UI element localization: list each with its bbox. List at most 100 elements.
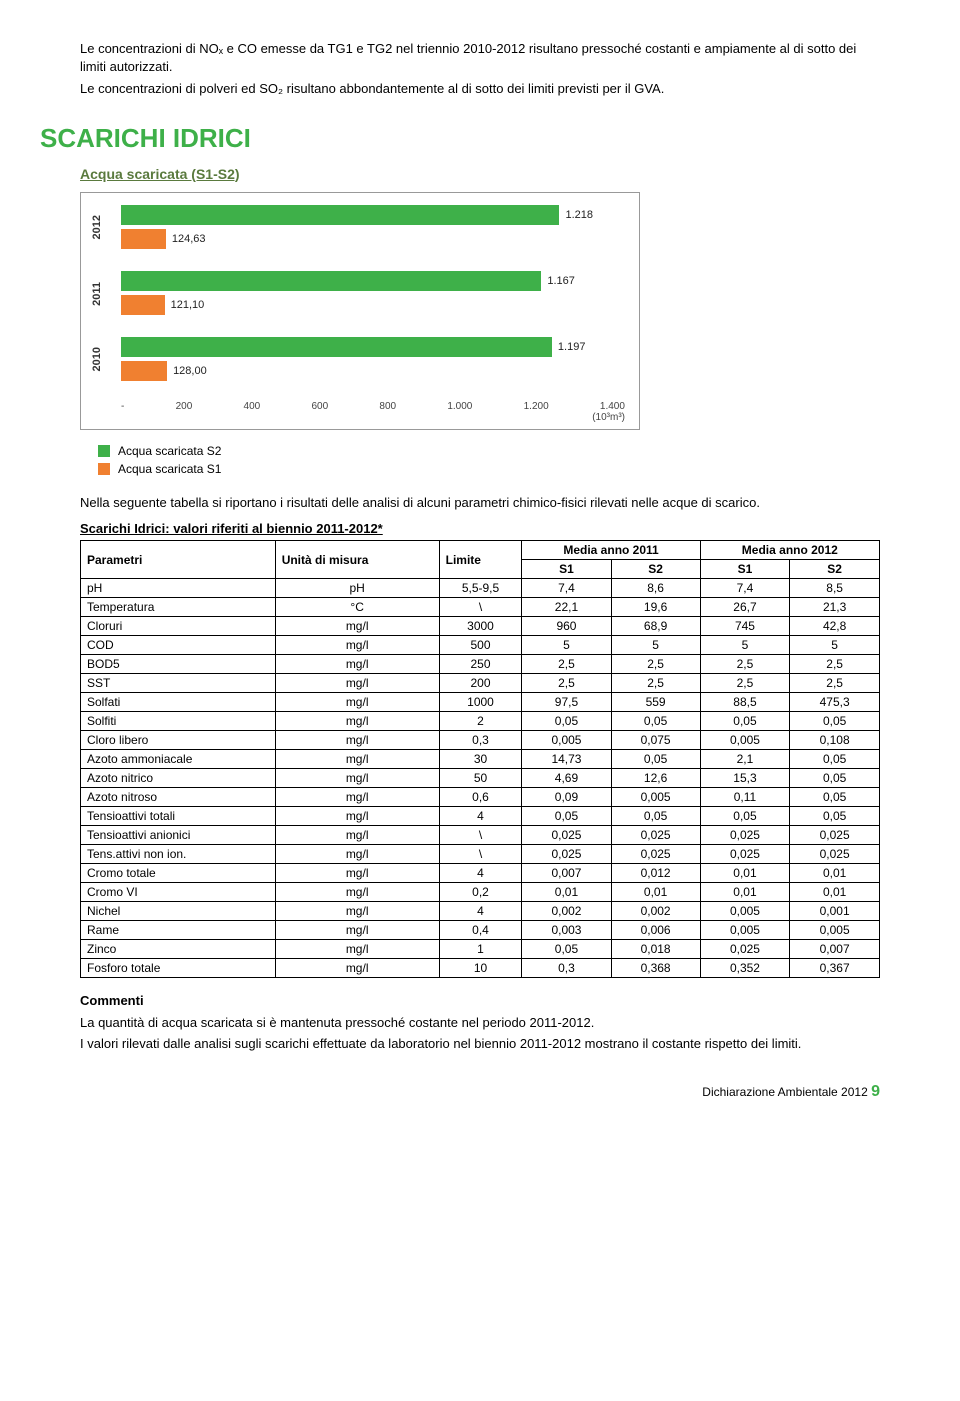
table-row: Solfitimg/l20,050,050,050,05 xyxy=(81,712,880,731)
table-cell: 97,5 xyxy=(522,693,611,712)
year-label: 2012 xyxy=(91,215,121,239)
table-cell: 0,05 xyxy=(522,940,611,959)
bar-s1: 124,63 xyxy=(121,229,166,249)
table-cell: 15,3 xyxy=(700,769,790,788)
table-cell: mg/l xyxy=(275,845,439,864)
table-cell: Cloruri xyxy=(81,617,276,636)
bar-s2: 1.197 xyxy=(121,337,552,357)
table-row: Tens.attivi non ion.mg/l\0,0250,0250,025… xyxy=(81,845,880,864)
table-cell: 250 xyxy=(439,655,522,674)
footer-page: 9 xyxy=(871,1083,880,1100)
table-cell: 0,3 xyxy=(439,731,522,750)
table-cell: Azoto nitrico xyxy=(81,769,276,788)
table-cell: 5 xyxy=(790,636,880,655)
table-cell: 68,9 xyxy=(611,617,700,636)
table-cell: °C xyxy=(275,598,439,617)
table-cell: 19,6 xyxy=(611,598,700,617)
table-cell: 0,012 xyxy=(611,864,700,883)
table-cell: 559 xyxy=(611,693,700,712)
data-table: Parametri Unità di misura Limite Media a… xyxy=(80,540,880,978)
table-row: Clorurimg/l300096068,974542,8 xyxy=(81,617,880,636)
table-cell: 2,5 xyxy=(611,674,700,693)
table-cell: Azoto ammoniacale xyxy=(81,750,276,769)
table-cell: 0,05 xyxy=(790,712,880,731)
table-cell: 0,09 xyxy=(522,788,611,807)
table-row: Cloro liberomg/l0,30,0050,0750,0050,108 xyxy=(81,731,880,750)
table-cell: Zinco xyxy=(81,940,276,959)
th-unita: Unità di misura xyxy=(275,541,439,579)
table-cell: 0,05 xyxy=(700,807,790,826)
table-cell: 2,5 xyxy=(522,674,611,693)
th-2011: Media anno 2011 xyxy=(522,541,700,560)
table-cell: 0,05 xyxy=(790,750,880,769)
bar-chart: 2012 1.218 124,63 2011 1.167 121,10 2010… xyxy=(80,192,640,430)
legend-label-s1: Acqua scaricata S1 xyxy=(118,462,221,476)
table-cell: 4 xyxy=(439,902,522,921)
table-cell: BOD5 xyxy=(81,655,276,674)
table-row: BOD5mg/l2502,52,52,52,5 xyxy=(81,655,880,674)
x-tick: - xyxy=(121,401,124,412)
table-cell: 0,01 xyxy=(790,864,880,883)
table-row: Cromo totalemg/l40,0070,0120,010,01 xyxy=(81,864,880,883)
chart-title: Acqua scaricata (S1-S2) xyxy=(80,166,880,182)
chart-row-2010: 2010 1.197 128,00 xyxy=(91,335,625,385)
chart-row-2011: 2011 1.167 121,10 xyxy=(91,269,625,319)
table-cell: 0,01 xyxy=(700,864,790,883)
table-cell: 0,05 xyxy=(611,750,700,769)
intro-text: Le concentrazioni di NOₓ e CO emesse da … xyxy=(80,40,880,99)
table-cell: 2,5 xyxy=(790,655,880,674)
comments-p2: I valori rilevati dalle analisi sugli sc… xyxy=(80,1035,880,1053)
th-2012-s2: S2 xyxy=(790,560,880,579)
table-row: Nichelmg/l40,0020,0020,0050,001 xyxy=(81,902,880,921)
legend-s2: Acqua scaricata S2 xyxy=(98,444,880,458)
table-cell: 0,01 xyxy=(522,883,611,902)
table-cell: 0,05 xyxy=(700,712,790,731)
table-cell: Rame xyxy=(81,921,276,940)
table-cell: 0,002 xyxy=(611,902,700,921)
table-cell: mg/l xyxy=(275,940,439,959)
table-cell: 0,002 xyxy=(522,902,611,921)
table-cell: 4,69 xyxy=(522,769,611,788)
table-row: Tensioattivi totalimg/l40,050,050,050,05 xyxy=(81,807,880,826)
table-cell: mg/l xyxy=(275,674,439,693)
table-cell: Cromo totale xyxy=(81,864,276,883)
table-cell: 0,3 xyxy=(522,959,611,978)
table-cell: 21,3 xyxy=(790,598,880,617)
table-cell: 0,005 xyxy=(700,902,790,921)
table-cell: 5 xyxy=(700,636,790,655)
table-cell: 0,005 xyxy=(700,731,790,750)
table-cell: 0,11 xyxy=(700,788,790,807)
table-cell: 2 xyxy=(439,712,522,731)
table-row: Temperatura°C\22,119,626,721,3 xyxy=(81,598,880,617)
year-label: 2011 xyxy=(91,282,121,306)
table-cell: 0,025 xyxy=(522,845,611,864)
table-cell: 0,025 xyxy=(700,940,790,959)
table-cell: 0,05 xyxy=(611,807,700,826)
table-cell: 1000 xyxy=(439,693,522,712)
table-cell: 0,025 xyxy=(790,826,880,845)
table-cell: Tens.attivi non ion. xyxy=(81,845,276,864)
table-row: Cromo VImg/l0,20,010,010,010,01 xyxy=(81,883,880,902)
legend-swatch-s1 xyxy=(98,463,110,475)
table-cell: mg/l xyxy=(275,883,439,902)
x-tick: 400 xyxy=(244,401,261,412)
table-row: pHpH5,5-9,57,48,67,48,5 xyxy=(81,579,880,598)
table-cell: 4 xyxy=(439,807,522,826)
legend-s1: Acqua scaricata S1 xyxy=(98,462,880,476)
table-cell: 7,4 xyxy=(700,579,790,598)
table-cell: Cromo VI xyxy=(81,883,276,902)
table-cell: 0,025 xyxy=(611,845,700,864)
table-cell: 8,5 xyxy=(790,579,880,598)
th-2011-s2: S2 xyxy=(611,560,700,579)
table-cell: 2,5 xyxy=(522,655,611,674)
table-cell: Solfiti xyxy=(81,712,276,731)
table-cell: mg/l xyxy=(275,655,439,674)
table-row: Zincomg/l10,050,0180,0250,007 xyxy=(81,940,880,959)
table-cell: mg/l xyxy=(275,788,439,807)
table-cell: 0,05 xyxy=(611,712,700,731)
table-cell: mg/l xyxy=(275,617,439,636)
table-cell: 2,1 xyxy=(700,750,790,769)
comments-p1: La quantità di acqua scaricata si è mant… xyxy=(80,1014,880,1032)
table-cell: 4 xyxy=(439,864,522,883)
intro-p1: Le concentrazioni di NOₓ e CO emesse da … xyxy=(80,40,880,76)
